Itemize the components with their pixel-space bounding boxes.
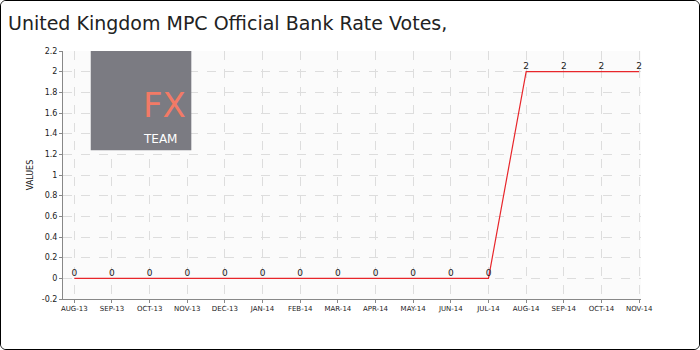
svg-text:2: 2: [561, 61, 567, 71]
svg-text:0: 0: [222, 268, 228, 278]
svg-text:OCT-13: OCT-13: [137, 305, 162, 313]
svg-text:SEP-13: SEP-13: [100, 305, 124, 313]
svg-text:1.2: 1.2: [45, 150, 58, 159]
svg-text:0: 0: [109, 268, 115, 278]
svg-text:SEP-14: SEP-14: [552, 305, 577, 313]
svg-text:0: 0: [448, 268, 454, 278]
svg-text:JAN-14: JAN-14: [250, 305, 275, 313]
svg-text:JUN-14: JUN-14: [438, 305, 463, 313]
svg-text:JUL-14: JUL-14: [476, 305, 500, 313]
svg-text:MAR-14: MAR-14: [324, 305, 351, 313]
svg-text:1: 1: [52, 171, 57, 180]
svg-text:0.6: 0.6: [45, 212, 58, 221]
svg-text:FEB-14: FEB-14: [288, 305, 313, 313]
svg-text:United Kingdom MPC Official Ba: United Kingdom MPC Official Bank Rate Vo…: [8, 12, 447, 34]
svg-text:MAY-14: MAY-14: [401, 305, 427, 313]
svg-text:TEAM: TEAM: [143, 132, 177, 146]
svg-text:1.6: 1.6: [45, 109, 58, 118]
svg-text:0.8: 0.8: [45, 191, 58, 200]
svg-text:0: 0: [260, 268, 266, 278]
svg-text:2: 2: [599, 61, 605, 71]
svg-text:1.8: 1.8: [45, 88, 58, 97]
svg-text:APR-14: APR-14: [363, 305, 389, 313]
svg-text:-0.2: -0.2: [42, 295, 58, 304]
svg-text:2: 2: [52, 67, 57, 76]
svg-text:0: 0: [486, 268, 492, 278]
svg-text:0: 0: [373, 268, 379, 278]
svg-text:2.2: 2.2: [45, 47, 58, 56]
svg-text:0: 0: [184, 268, 190, 278]
svg-text:FX: FX: [143, 85, 186, 125]
svg-text:0.4: 0.4: [45, 233, 58, 242]
svg-text:0: 0: [410, 268, 416, 278]
svg-text:0: 0: [52, 274, 57, 283]
svg-text:VALUES: VALUES: [26, 160, 35, 190]
svg-text:2: 2: [523, 61, 529, 71]
svg-text:AUG-14: AUG-14: [513, 305, 540, 313]
svg-text:2: 2: [636, 61, 642, 71]
svg-text:OCT-14: OCT-14: [589, 305, 615, 313]
svg-text:AUG-13: AUG-13: [61, 305, 88, 313]
svg-text:0: 0: [147, 268, 153, 278]
svg-text:1.4: 1.4: [45, 129, 58, 138]
svg-text:NOV-14: NOV-14: [626, 305, 653, 313]
svg-text:0: 0: [297, 268, 303, 278]
svg-text:0.2: 0.2: [45, 253, 58, 262]
svg-text:DEC-13: DEC-13: [212, 305, 238, 313]
svg-text:0: 0: [71, 268, 77, 278]
svg-text:0: 0: [335, 268, 341, 278]
svg-text:NOV-13: NOV-13: [174, 305, 200, 313]
